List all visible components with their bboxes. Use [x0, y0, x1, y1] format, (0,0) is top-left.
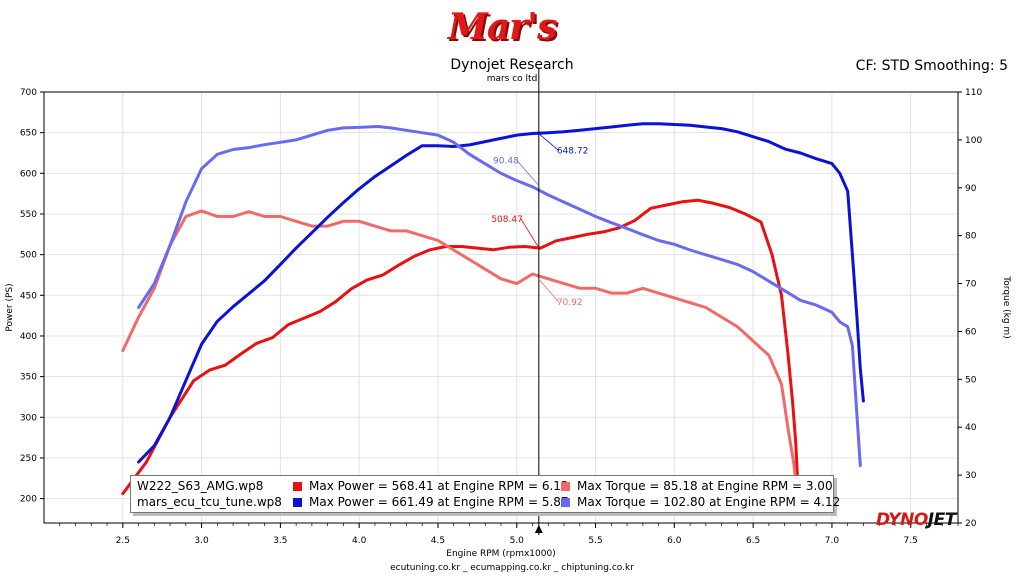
y-left-tick-label: 450 — [20, 291, 37, 301]
brand-text-b: JET — [927, 510, 957, 530]
correction-factor-label: CF: STD Smoothing: 5 — [855, 58, 1008, 74]
x-tick-label: 7.5 — [904, 536, 918, 546]
chart-subtitle: mars co ltd — [486, 74, 538, 84]
y-left-tick-label: 250 — [20, 454, 37, 464]
y-axis-right-label: Torque (kg m) — [1001, 275, 1011, 338]
cursor-leader — [516, 160, 540, 186]
y-right-tick-label: 100 — [965, 136, 982, 146]
plot-area — [44, 92, 958, 523]
y-left-tick-label: 300 — [20, 413, 37, 423]
y-right-tick-label: 110 — [965, 88, 982, 98]
series-line-torque — [137, 125, 862, 467]
legend-torque-text: Max Torque = 85.18 at Engine RPM = 3.00 — [577, 479, 833, 493]
cursor-leader — [538, 278, 560, 303]
y-left-tick-label: 350 — [20, 373, 37, 383]
y-right-tick-label: 60 — [965, 327, 977, 337]
x-tick-label: 6.5 — [746, 536, 760, 546]
y-right-tick-label: 80 — [965, 232, 977, 242]
x-tick-label: 5.5 — [588, 536, 602, 546]
legend-row: W222_S63_AMG.wp8 Max Power = 568.41 at E… — [131, 478, 833, 494]
x-tick-label: 2.5 — [116, 536, 130, 546]
series-line-power — [121, 198, 799, 496]
legend-power-swatch — [293, 482, 302, 491]
cursor-value-label: 70.92 — [557, 298, 583, 308]
legend-torque-swatch — [561, 482, 570, 491]
x-axis-label: Engine RPM (rpmx1000) — [446, 549, 555, 559]
y-left-tick-label: 600 — [20, 169, 37, 179]
y-left-tick-label: 700 — [20, 88, 37, 98]
y-right-tick-label: 70 — [965, 280, 977, 290]
chart-legend: W222_S63_AMG.wp8 Max Power = 568.41 at E… — [130, 475, 840, 513]
x-tick-label: 4.0 — [352, 536, 367, 546]
x-tick-label: 5.0 — [510, 536, 525, 546]
series-line-power — [137, 122, 865, 464]
x-tick-label: 4.5 — [431, 536, 445, 546]
cursor-value-label: 90.48 — [493, 156, 519, 166]
legend-file-name: mars_ecu_tcu_tune.wp8 — [137, 495, 282, 509]
y-left-tick-label: 200 — [20, 495, 37, 505]
brand-text-a: DYNO — [876, 510, 928, 530]
mars-logo: Mar's — [448, 6, 557, 48]
x-tick-label: 3.0 — [194, 536, 209, 546]
series-line-torque — [121, 209, 799, 501]
legend-power-text: Max Power = 568.41 at Engine RPM = 6.13 — [309, 479, 569, 493]
x-tick-label: 3.5 — [273, 536, 287, 546]
y-axis-left-label: Power (PS) — [5, 283, 15, 331]
y-left-tick-label: 550 — [20, 210, 37, 220]
plot-frame — [43, 91, 959, 524]
y-left-tick-label: 400 — [20, 332, 37, 342]
x-tick-label: 6.0 — [667, 536, 682, 546]
y-right-tick-label: 90 — [965, 184, 977, 194]
cursor-value-label: 508.47 — [491, 215, 523, 225]
cursor-leader — [520, 218, 540, 248]
y-left-tick-label: 650 — [20, 129, 37, 139]
y-right-tick-label: 30 — [965, 471, 977, 481]
y-right-tick-label: 40 — [965, 423, 977, 433]
legend-row: mars_ecu_tcu_tune.wp8 Max Power = 661.49… — [131, 494, 840, 510]
legend-power-swatch — [293, 498, 302, 507]
y-right-tick-label: 50 — [965, 375, 977, 385]
cursor-marker — [534, 525, 543, 533]
dynojet-brand-logo: DYNOJET — [876, 510, 956, 530]
legend-power-text: Max Power = 661.49 at Engine RPM = 5.87 — [309, 495, 569, 509]
cursor-leader — [538, 133, 560, 152]
x-tick-label: 7.0 — [825, 536, 840, 546]
legend-torque-swatch — [561, 498, 570, 507]
y-right-tick-label: 20 — [965, 519, 977, 529]
legend-torque-text: Max Torque = 102.80 at Engine RPM = 4.12 — [577, 495, 841, 509]
cursor-value-label: 648.72 — [557, 147, 589, 157]
footer-links: ecutuning.co.kr _ ecumapping.co.kr _ chi… — [390, 563, 634, 573]
y-left-tick-label: 500 — [20, 251, 37, 261]
chart-title: Dynojet Research — [450, 57, 574, 73]
legend-file-name: W222_S63_AMG.wp8 — [137, 479, 264, 493]
